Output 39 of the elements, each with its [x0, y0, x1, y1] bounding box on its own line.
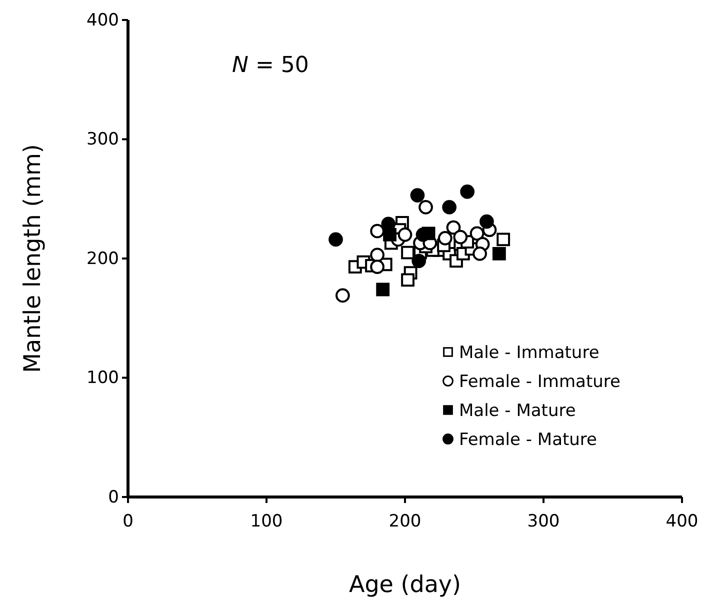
- point: [410, 188, 425, 202]
- point: [370, 248, 384, 262]
- y-tick-label: 0: [108, 487, 119, 508]
- point: [460, 184, 475, 199]
- point: [335, 288, 350, 303]
- legend-label: Male - Mature: [459, 400, 576, 421]
- point: [480, 214, 494, 229]
- point: [496, 232, 510, 246]
- y-tick-label: 100: [86, 368, 119, 388]
- y-tick-label: 200: [86, 248, 119, 269]
- point: [412, 254, 426, 268]
- x-tick-label: 400: [666, 511, 698, 532]
- point: [376, 282, 390, 296]
- point: [442, 200, 456, 214]
- y-tick-label: 300: [86, 130, 119, 150]
- point: [328, 232, 343, 247]
- point: [492, 247, 506, 260]
- annotation: N = 50: [232, 53, 309, 78]
- x-tick-label: 200: [388, 511, 422, 532]
- point: [470, 226, 484, 241]
- x-tick-label: 300: [527, 511, 560, 532]
- point: [398, 227, 412, 242]
- legend-label: Male - Immature: [459, 342, 600, 363]
- point: [370, 260, 384, 274]
- point: [438, 231, 452, 246]
- point: [472, 246, 487, 261]
- x-tick-label: 0: [122, 511, 134, 532]
- point: [370, 224, 384, 238]
- x-axis-title: Age (day): [348, 572, 462, 598]
- legend-label: Female - Immature: [459, 372, 620, 392]
- point: [401, 246, 414, 260]
- point: [418, 200, 433, 214]
- point: [401, 273, 414, 287]
- y-tick-label: 400: [86, 10, 119, 30]
- point: [453, 230, 468, 244]
- x-tick-label: 100: [250, 511, 283, 532]
- point: [446, 220, 461, 235]
- y-axis-title: Mantle length (mm): [20, 144, 46, 373]
- legend-label: Female - Mature: [459, 430, 598, 450]
